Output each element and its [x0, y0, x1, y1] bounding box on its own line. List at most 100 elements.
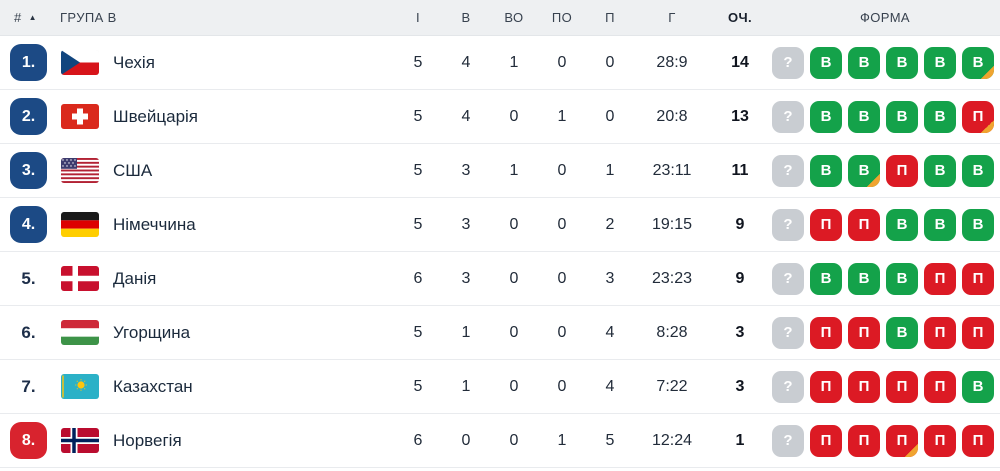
- rank-badge: 8.: [10, 422, 47, 459]
- form-result-badge[interactable]: П: [886, 154, 918, 187]
- form-result-badge[interactable]: П: [886, 370, 918, 403]
- col-header-points: ОЧ.: [727, 10, 753, 25]
- form-upcoming-badge[interactable]: ?: [772, 100, 804, 133]
- rank-sort-header[interactable]: # ▲: [0, 10, 56, 25]
- table-row[interactable]: 4. Німеччина 5 3 0 0 2 19:15 9 ? П П В В В: [0, 198, 1000, 252]
- table-row[interactable]: 3. США 5 3 1 0 1 23:11 11 ? В В П В В: [0, 144, 1000, 198]
- table-row[interactable]: 5. Данія 6 3 0 0 3 23:23 9 ? В В В П П: [0, 252, 1000, 306]
- form-result-badge[interactable]: В: [962, 154, 994, 187]
- stat-points: 1: [735, 431, 745, 449]
- form-result-badge[interactable]: П: [962, 316, 994, 349]
- form-result-badge[interactable]: П: [810, 370, 842, 403]
- team-flag-icon: [61, 50, 99, 75]
- stat-played: 5: [413, 323, 423, 341]
- team-name[interactable]: Казахстан: [113, 376, 193, 396]
- stat-played: 5: [413, 161, 423, 179]
- form-result-badge[interactable]: П: [848, 424, 880, 457]
- form-result-badge[interactable]: В: [886, 46, 918, 79]
- form-result-badge[interactable]: В: [848, 100, 880, 133]
- form-result-badge[interactable]: П: [810, 208, 842, 241]
- form-result-badge[interactable]: П: [848, 208, 880, 241]
- form-upcoming-badge[interactable]: ?: [772, 154, 804, 187]
- rank-badge: 5.: [21, 268, 36, 288]
- form-result-badge[interactable]: В: [810, 262, 842, 295]
- form-result-badge[interactable]: В: [924, 154, 956, 187]
- stat-wins: 1: [461, 377, 471, 395]
- stat-wins: 3: [461, 269, 471, 287]
- form-result-badge[interactable]: П: [886, 424, 918, 457]
- team-name[interactable]: Німеччина: [113, 214, 196, 234]
- form-upcoming-badge[interactable]: ?: [772, 316, 804, 349]
- team-name[interactable]: Данія: [113, 268, 157, 288]
- form-result-badge[interactable]: В: [886, 262, 918, 295]
- form-result-badge[interactable]: В: [886, 316, 918, 349]
- form-result-badge[interactable]: П: [962, 424, 994, 457]
- form-result-badge[interactable]: П: [962, 262, 994, 295]
- table-row[interactable]: 1. Чехія 5 4 1 0 0 28:9 14 ? В В В В В: [0, 36, 1000, 90]
- team-flag-icon: [61, 104, 99, 129]
- stat-ot-wins: 0: [509, 269, 519, 287]
- form-result-badge[interactable]: В: [848, 46, 880, 79]
- table-header: # ▲ ГРУПА В І В ВО ПО П Г ОЧ. ФОРМА: [0, 0, 1000, 36]
- form-result-badge[interactable]: П: [924, 424, 956, 457]
- form-result-badge[interactable]: В: [924, 208, 956, 241]
- form-upcoming-badge[interactable]: ?: [772, 46, 804, 79]
- form-result-badge[interactable]: П: [848, 370, 880, 403]
- stat-ot-wins: 1: [509, 53, 519, 71]
- form-header: ФОРМА: [860, 10, 910, 25]
- form-result-badge[interactable]: В: [924, 100, 956, 133]
- stat-points: 9: [735, 269, 745, 287]
- stat-ot-wins: 0: [509, 107, 519, 125]
- form-result-badge[interactable]: В: [962, 46, 994, 79]
- stat-played: 6: [413, 431, 423, 449]
- stat-goals: 7:22: [656, 377, 688, 395]
- form-result-badge[interactable]: П: [810, 316, 842, 349]
- form-result-badge[interactable]: В: [962, 370, 994, 403]
- form-result-badge[interactable]: В: [848, 154, 880, 187]
- stat-points: 3: [735, 323, 745, 341]
- table-row[interactable]: 7. Казахстан 5 1 0 0 4 7:22 3 ? П П П П В: [0, 360, 1000, 414]
- table-row[interactable]: 8. Норвегія 6 0 0 1 5 12:24 1 ? П П П П П: [0, 414, 1000, 468]
- form-result-badge[interactable]: П: [962, 100, 994, 133]
- stat-points: 3: [735, 377, 745, 395]
- form-result-badge[interactable]: П: [848, 316, 880, 349]
- rank-badge: 6.: [21, 322, 36, 342]
- table-row[interactable]: 6. Угорщина 5 1 0 0 4 8:28 3 ? П П В П П: [0, 306, 1000, 360]
- form-result-badge[interactable]: В: [810, 154, 842, 187]
- stat-losses: 1: [605, 161, 615, 179]
- form-upcoming-badge[interactable]: ?: [772, 370, 804, 403]
- team-name[interactable]: Чехія: [113, 52, 155, 72]
- form-result-badge[interactable]: В: [848, 262, 880, 295]
- stat-losses: 4: [605, 323, 615, 341]
- table-row[interactable]: 2. Швейцарія 5 4 0 1 0 20:8 13 ? В В В В П: [0, 90, 1000, 144]
- form-upcoming-badge[interactable]: ?: [772, 208, 804, 241]
- team-name[interactable]: Швейцарія: [113, 106, 198, 126]
- team-name[interactable]: Угорщина: [113, 322, 191, 342]
- form-upcoming-badge[interactable]: ?: [772, 424, 804, 457]
- form-result-badge[interactable]: В: [886, 100, 918, 133]
- team-flag-icon: [61, 428, 99, 453]
- form-result-badge[interactable]: В: [810, 46, 842, 79]
- team-flag-icon: [61, 212, 99, 237]
- col-header-ot-wins: ВО: [504, 10, 524, 25]
- form-result-badge[interactable]: В: [810, 100, 842, 133]
- team-name[interactable]: США: [113, 160, 153, 180]
- stat-goals: 19:15: [651, 215, 693, 233]
- form-result-badge[interactable]: В: [924, 46, 956, 79]
- team-name[interactable]: Норвегія: [113, 430, 182, 450]
- form-result-badge[interactable]: П: [924, 262, 956, 295]
- stat-ot-wins: 0: [509, 377, 519, 395]
- stat-played: 5: [413, 107, 423, 125]
- form-result-badge[interactable]: В: [886, 208, 918, 241]
- stat-losses: 0: [605, 53, 615, 71]
- form-result-badge[interactable]: П: [924, 370, 956, 403]
- stat-ot-wins: 0: [509, 215, 519, 233]
- form-upcoming-badge[interactable]: ?: [772, 262, 804, 295]
- stat-losses: 0: [605, 107, 615, 125]
- form-result-badge[interactable]: В: [962, 208, 994, 241]
- stat-points: 14: [731, 53, 749, 71]
- stat-wins: 3: [461, 215, 471, 233]
- stat-wins: 3: [461, 161, 471, 179]
- form-result-badge[interactable]: П: [924, 316, 956, 349]
- form-result-badge[interactable]: П: [810, 424, 842, 457]
